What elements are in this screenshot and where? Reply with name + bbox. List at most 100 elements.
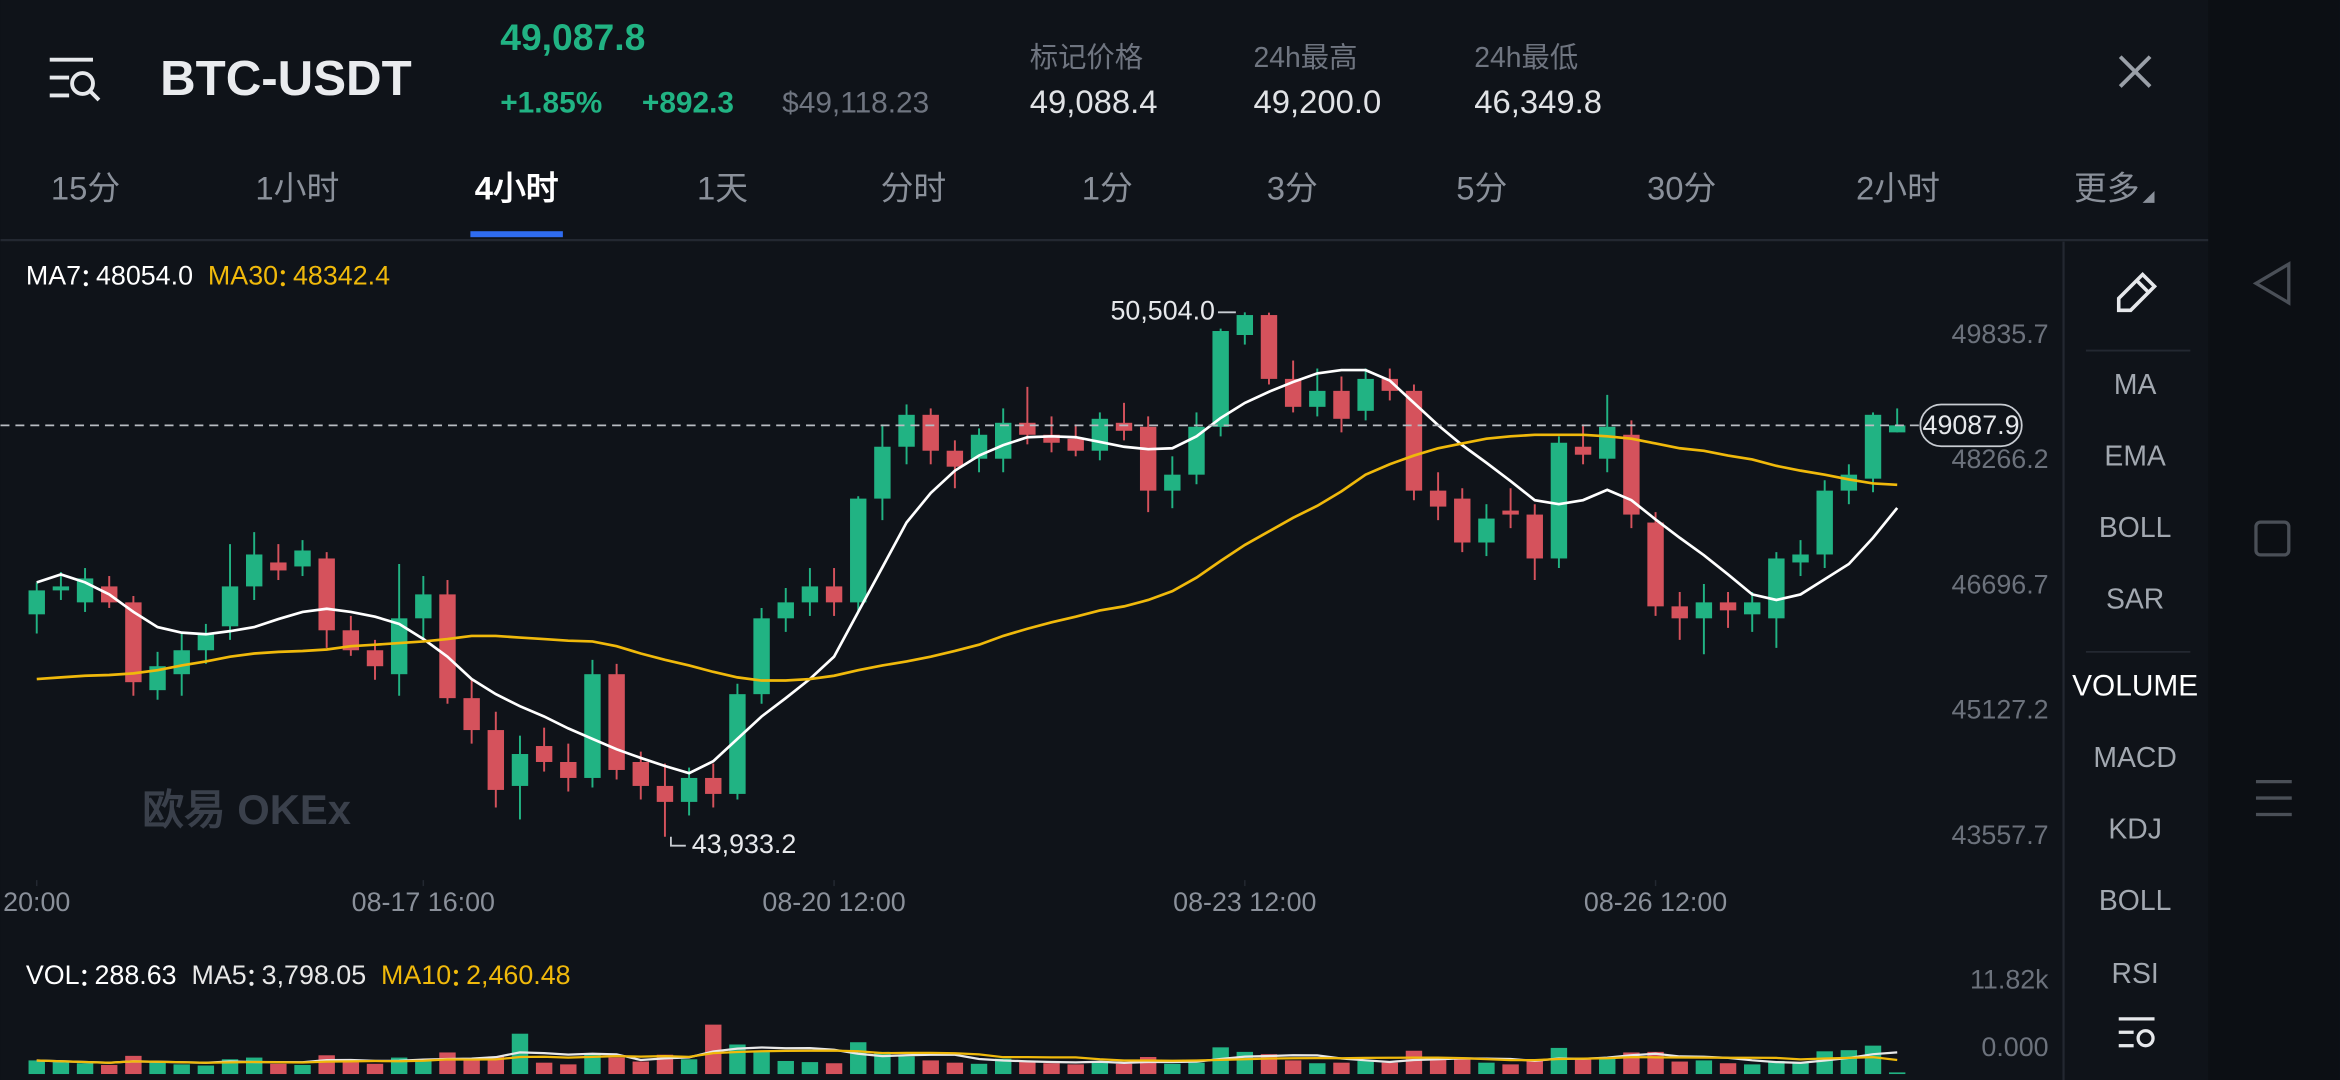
candle-body bbox=[1888, 425, 1906, 433]
volume-bar bbox=[753, 1051, 770, 1075]
candle-body bbox=[511, 754, 529, 786]
candle-body bbox=[1768, 558, 1785, 619]
candle-body bbox=[1816, 490, 1833, 555]
candle-body bbox=[1502, 510, 1519, 515]
volume-bar bbox=[1188, 1062, 1205, 1075]
volume-bar bbox=[608, 1057, 625, 1075]
tab[interactable]: 分时 bbox=[881, 170, 947, 207]
y-tick-label: 49835.7 bbox=[1952, 319, 2049, 349]
volume-bar bbox=[1502, 1064, 1519, 1075]
volume-bar bbox=[1429, 1059, 1447, 1075]
volume-bar bbox=[1043, 1063, 1060, 1075]
legend-colon bbox=[249, 981, 254, 986]
pair: BTC-USDT bbox=[160, 51, 412, 106]
candle-body bbox=[535, 746, 553, 762]
candle-body bbox=[439, 594, 456, 699]
volume-bar bbox=[149, 1062, 166, 1075]
volume-bar bbox=[125, 1055, 142, 1075]
legend-colon bbox=[453, 969, 459, 974]
indicator-panel: MA EMA BOLL SAR VOLUME MACD KDJ BOLL RSI bbox=[2072, 369, 2198, 990]
indicator[interactable]: KDJ bbox=[2108, 813, 2162, 845]
legend-colon bbox=[280, 282, 285, 287]
indicator[interactable]: BOLL bbox=[2099, 885, 2171, 917]
legend-value: 48054.0 bbox=[96, 261, 193, 291]
candle-body bbox=[777, 602, 794, 619]
candle-body bbox=[1115, 422, 1133, 431]
volume-bar bbox=[1888, 1072, 1906, 1075]
ma-line bbox=[36, 433, 1898, 682]
candle-body bbox=[1019, 422, 1036, 435]
volume-bar bbox=[1284, 1060, 1302, 1075]
tab[interactable]: 1小时 bbox=[255, 170, 339, 207]
tab[interactable]: 1天 bbox=[697, 170, 748, 207]
volume-bar bbox=[777, 1060, 794, 1075]
y-tick-label: 45127.2 bbox=[1952, 695, 2049, 725]
tab[interactable]: 更多 bbox=[2074, 170, 2140, 207]
volume-bar bbox=[898, 1056, 915, 1075]
volume-bar bbox=[1164, 1063, 1181, 1075]
low-label: 43,933.2 bbox=[692, 829, 797, 859]
candle-body bbox=[463, 698, 480, 731]
candle-body bbox=[825, 586, 843, 603]
current-price-box bbox=[1919, 403, 2023, 448]
candle-body bbox=[1792, 554, 1809, 563]
volume-bar bbox=[1840, 1050, 1858, 1075]
legend-colon bbox=[83, 282, 88, 287]
legend-name: MA10 bbox=[381, 960, 451, 990]
tab[interactable]: 15分 bbox=[51, 170, 120, 207]
volume-bar bbox=[101, 1064, 118, 1075]
legend-name: VOL bbox=[26, 960, 80, 990]
tab[interactable]: 5分 bbox=[1456, 170, 1507, 207]
indicator[interactable]: EMA bbox=[2104, 440, 2165, 472]
candle-body bbox=[898, 414, 915, 447]
indicator[interactable]: BOLL bbox=[2099, 512, 2171, 544]
y-tick-label: 48266.2 bbox=[1952, 444, 2049, 474]
legend-colon bbox=[82, 969, 87, 974]
volume-bar bbox=[173, 1064, 190, 1075]
candle-body bbox=[1284, 378, 1302, 407]
indicator[interactable]: RSI bbox=[2112, 958, 2159, 990]
candle-body bbox=[753, 618, 770, 695]
indicator[interactable]: SAR bbox=[2106, 584, 2164, 616]
indicator[interactable]: MACD bbox=[2093, 742, 2176, 774]
tab[interactable]: 2小时 bbox=[1856, 170, 1940, 207]
candle-body bbox=[584, 674, 601, 778]
pencil-icon[interactable] bbox=[2116, 271, 2158, 313]
volume-bar bbox=[1792, 1062, 1809, 1075]
candle-body bbox=[1067, 438, 1084, 451]
volume-bar bbox=[970, 1063, 988, 1075]
settings-icon[interactable] bbox=[2118, 1017, 2155, 1048]
y-tick-label: 46696.7 bbox=[1952, 569, 2049, 599]
candle-body bbox=[1405, 390, 1423, 491]
candle-body bbox=[1623, 434, 1640, 515]
indicator[interactable]: MA bbox=[2114, 369, 2157, 401]
tab[interactable]: 1分 bbox=[1082, 170, 1133, 207]
tab[interactable]: 3分 bbox=[1267, 170, 1318, 207]
indicator[interactable]: VOLUME bbox=[2072, 670, 2198, 703]
nav-icons[interactable] bbox=[2252, 261, 2292, 817]
volume-bar bbox=[1550, 1047, 1568, 1075]
volume-bar bbox=[1671, 1061, 1688, 1075]
high-label: 50,504.0 bbox=[1110, 295, 1215, 325]
candle-body bbox=[1550, 442, 1568, 559]
volume-bar bbox=[1816, 1051, 1833, 1075]
volume-bar bbox=[1067, 1064, 1084, 1075]
candle-body bbox=[149, 666, 166, 691]
volume-bar bbox=[801, 1062, 819, 1075]
close-icon[interactable] bbox=[2118, 55, 2152, 88]
stat-value: 49,200.0 bbox=[1254, 83, 1382, 120]
tab[interactable]: 4小时 bbox=[475, 170, 559, 207]
volume-bar bbox=[560, 1064, 577, 1075]
candle-body bbox=[850, 498, 867, 603]
candle-body bbox=[946, 450, 964, 467]
legend-name: MA7 bbox=[26, 261, 81, 291]
menu-icon[interactable] bbox=[49, 57, 101, 102]
legend-value: 288.63 bbox=[94, 960, 176, 990]
candle-body bbox=[270, 562, 287, 571]
candle-body bbox=[656, 785, 674, 802]
volume-bar bbox=[1864, 1045, 1882, 1075]
candle-body bbox=[294, 550, 311, 567]
volume-bar bbox=[1744, 1064, 1761, 1075]
tab[interactable]: 30分 bbox=[1647, 170, 1716, 207]
